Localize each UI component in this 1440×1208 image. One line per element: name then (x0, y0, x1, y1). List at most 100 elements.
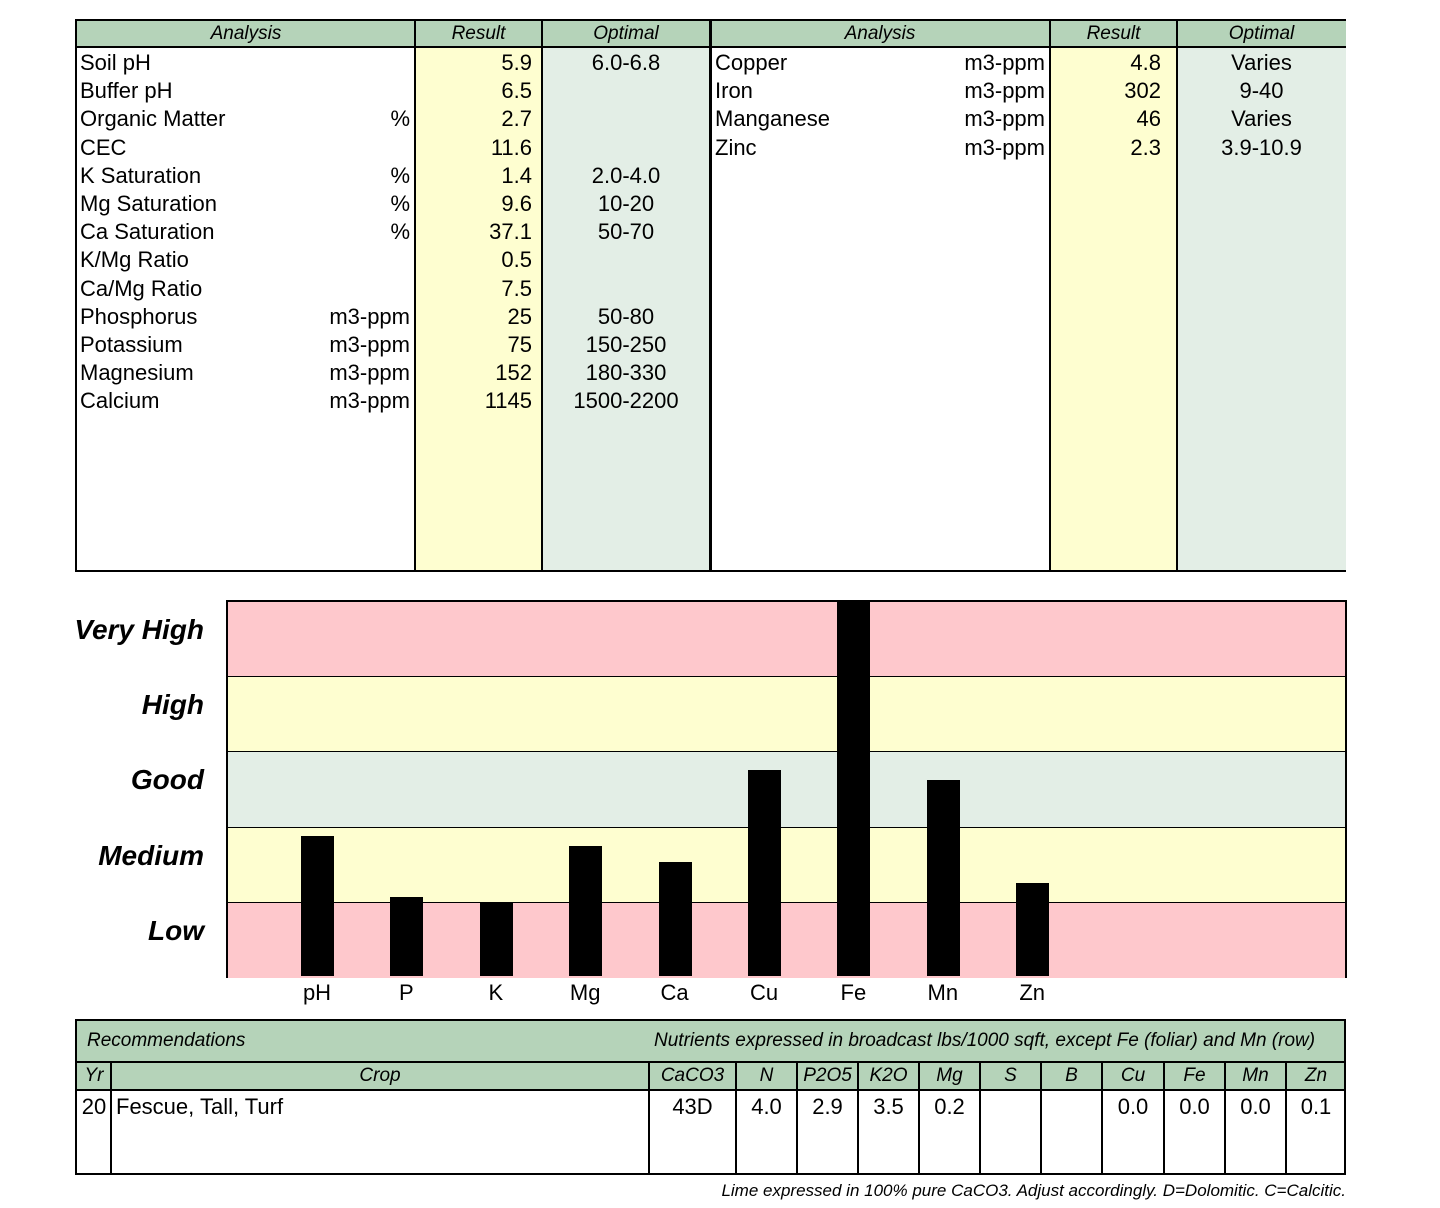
analysis-result: 7.5 (501, 275, 532, 301)
table-row: Calcium m3-ppm 1145 1500-2200 (77, 387, 1344, 415)
analysis-unit: m3-ppm (964, 50, 1045, 75)
recommendation-cell: 0.0 (1240, 1094, 1271, 1119)
analysis-name: Phosphorus (80, 303, 198, 329)
analysis-name: Zinc (715, 134, 757, 160)
column-header: P2O5 (803, 1065, 852, 1086)
column-header: Fe (1183, 1065, 1206, 1086)
column-header: K2O (869, 1065, 908, 1086)
analysis-optimal: 6.0-6.8 (591, 50, 661, 75)
header-result-right: Result (1050, 21, 1177, 48)
recommendation-cell: 0.0 (1117, 1094, 1149, 1119)
analysis-result: 302 (1124, 78, 1161, 104)
column-header: S (1004, 1065, 1017, 1086)
analysis-name: Manganese (715, 106, 830, 132)
analysis-name: Iron (715, 78, 753, 104)
analysis-unit: % (390, 106, 410, 132)
x-tick-label: Mn (927, 980, 959, 1005)
column-header: Yr (84, 1065, 104, 1086)
recommendation-cell: 3.5 (873, 1094, 904, 1119)
analysis-result: 5.9 (501, 50, 532, 75)
analysis-optimal: 3.9-10.9 (1221, 134, 1302, 160)
level-label: Good (130, 764, 204, 796)
analysis-optimal: Varies (1231, 106, 1292, 132)
right-optimal-column-bg (1177, 48, 1346, 570)
analysis-optimal: 50-80 (597, 303, 655, 329)
header-optimal-left: Optimal (542, 21, 710, 48)
table-row: Mg Saturation% 9.6 10-20 (77, 190, 1344, 218)
level-band (228, 827, 1345, 903)
bar-k (479, 903, 513, 976)
table-row: Buffer pH 6.5 (77, 77, 1344, 105)
analysis-name: K/Mg Ratio (80, 247, 189, 273)
bar-mn (926, 780, 960, 976)
x-tick-label: Ca (660, 980, 689, 1005)
bar-cu (748, 770, 781, 976)
level-label: Medium (98, 839, 204, 871)
column-header: B (1065, 1065, 1078, 1086)
analysis-table: Analysis Result Optimal Analysis Result … (75, 19, 1346, 572)
analysis-optimal: 180-330 (585, 360, 667, 386)
analysis-name: Magnesium (80, 360, 194, 386)
table-row: Organic Matter% 2.7 (77, 105, 1344, 133)
header-result-left: Result (415, 21, 542, 48)
table-row: Potassium m3-ppm 75 150-250 (77, 331, 1344, 359)
analysis-name: Mg Saturation (80, 191, 217, 216)
analysis-name: Calcium (80, 388, 160, 414)
recommendations-column-headers: Yr Crop CaCO3 N P2O5 K2O Mg S B Cu Fe Mn Zn (77, 1063, 1344, 1091)
analysis-optimal: 150-250 (585, 332, 667, 357)
x-tick-label: K (488, 980, 504, 1005)
left-result-column-bg (415, 48, 542, 570)
analysis-result: 37.1 (489, 219, 532, 245)
bar-p (390, 896, 424, 976)
analysis-unit: m3-ppm (329, 388, 410, 414)
analysis-result: 2.7 (501, 106, 532, 132)
column-header: Mn (1242, 1065, 1269, 1086)
analysis-name: Ca Saturation (80, 219, 215, 245)
x-tick-label: Cu (749, 980, 779, 1005)
x-tick-label: pH (302, 980, 332, 1005)
analysis-result: 1145 (484, 388, 532, 414)
bar-ca (658, 862, 692, 976)
bar-zn (1016, 882, 1050, 976)
analysis-unit: % (390, 191, 410, 216)
recommendation-cell (980, 1092, 1041, 1122)
bar-mg (569, 845, 603, 976)
analysis-result: 1.4 (501, 162, 532, 188)
analysis-result: 11.6 (490, 134, 532, 160)
x-tick-label: P (399, 980, 414, 1005)
table-row: Ca/Mg Ratio 7.5 (77, 275, 1344, 303)
analysis-unit: m3-ppm (964, 134, 1045, 160)
x-tick-label: Zn (1019, 980, 1046, 1005)
recommendation-cell: 4.0 (751, 1094, 782, 1119)
level-label: High (141, 689, 204, 721)
analysis-name: Copper (715, 50, 788, 75)
level-band (228, 677, 1345, 753)
analysis-optimal: 10-20 (597, 191, 655, 216)
footnote: Lime expressed in 100% pure CaCO3. Adjus… (721, 1181, 1346, 1200)
analysis-result: 2.3 (1130, 134, 1161, 160)
recommendations-title: Recommendations (87, 1030, 246, 1051)
recommendation-cell: 20 (81, 1094, 107, 1119)
analysis-optimal: 9-40 (1239, 78, 1284, 104)
analysis-unit: m3-ppm (329, 360, 410, 386)
level-band (228, 752, 1345, 828)
header-analysis-right: Analysis (710, 21, 1050, 48)
analysis-result: 0.5 (501, 247, 532, 273)
column-header: Cu (1120, 1065, 1146, 1086)
bar-fe (837, 602, 871, 976)
recommendation-cell: Fescue, Tall, Turf (116, 1094, 284, 1119)
nutrient-chart (226, 600, 1347, 978)
analysis-unit: m3-ppm (964, 78, 1045, 104)
analysis-result: 9.6 (501, 191, 532, 216)
analysis-name: Soil pH (80, 50, 151, 75)
analysis-unit: % (390, 162, 410, 188)
table-row: Phosphorus m3-ppm 25 50-80 (77, 303, 1344, 331)
recommendations-header: Recommendations Nutrients expressed in b… (77, 1021, 1344, 1063)
analysis-unit: m3-ppm (964, 106, 1045, 132)
column-header: CaCO3 (660, 1065, 725, 1086)
analysis-result: 6.5 (501, 78, 532, 104)
analysis-result: 4.8 (1130, 50, 1161, 75)
analysis-unit: % (390, 219, 410, 245)
analysis-name: Potassium (80, 332, 183, 357)
column-header: Crop (359, 1065, 401, 1086)
